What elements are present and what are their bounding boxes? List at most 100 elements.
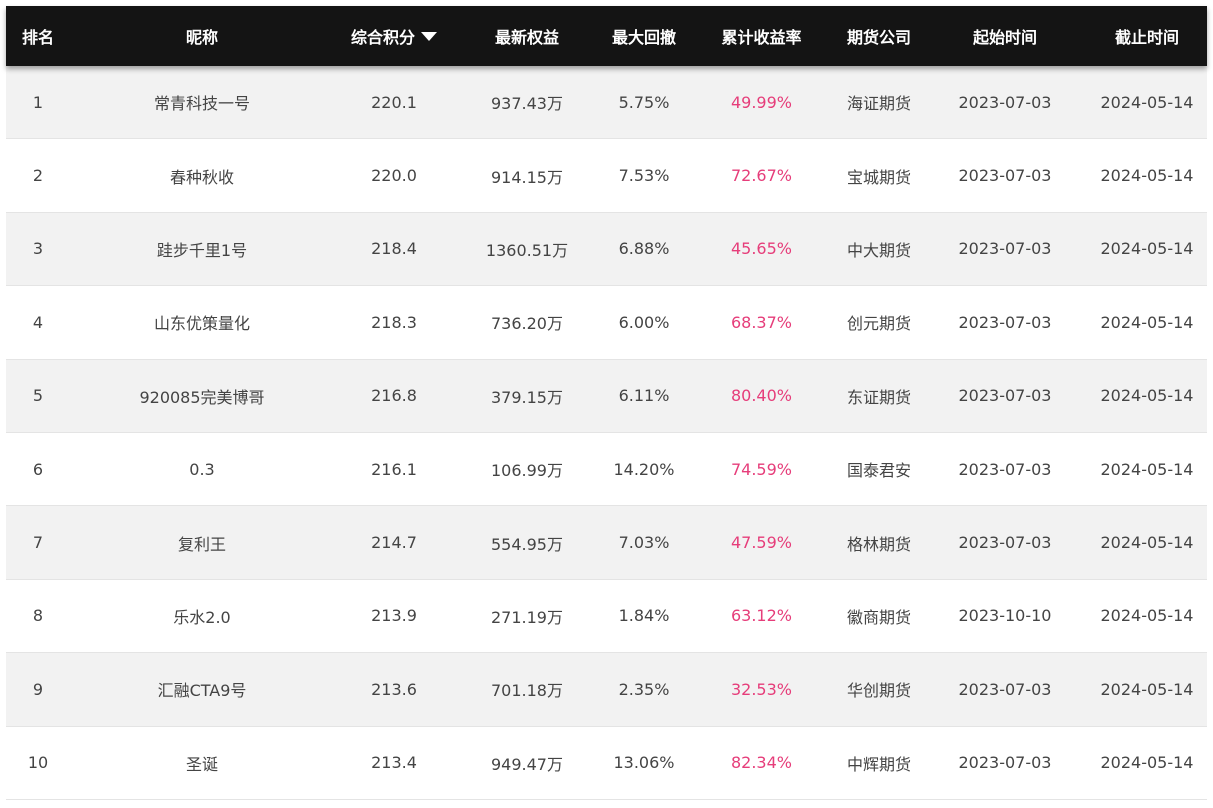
cell-start-date: 2023-07-03	[958, 92, 1052, 112]
cell-rank: 9	[32, 679, 44, 699]
cell-end-date: 2024-05-14	[1100, 239, 1194, 259]
cell-equity: 937.43万	[491, 94, 563, 114]
cell-end-date: 2024-05-14	[1100, 533, 1194, 553]
cell-rank: 5	[32, 386, 44, 406]
cell-end-date: 2024-05-14	[1100, 606, 1194, 626]
cell-equity: 554.95万	[491, 534, 563, 554]
header-return[interactable]: 累计收益率	[721, 28, 802, 47]
table-row[interactable]: 7 复利王 214.7 554.95万 7.03% 47.59% 格林期货 2023-07-0…	[6, 506, 1207, 580]
cell-return: 72.67%	[730, 166, 792, 186]
cell-end-date: 2024-05-14	[1100, 386, 1194, 406]
cell-return: 68.37%	[730, 312, 792, 332]
cell-score: 214.7	[371, 533, 417, 553]
cell-company: 东证期货	[846, 387, 911, 407]
table-body: 1 常青科技一号 220.1 937.43万 5.75% 49.99% 海证期货 2023-0…	[6, 66, 1207, 800]
cell-drawdown: 14.20%	[613, 459, 675, 479]
cell-company: 格林期货	[846, 534, 911, 554]
table-header: 排名 昵称 综合积分 最新权益 最大回撤 累计收益率 期货公司 起始时间 截止时…	[6, 6, 1207, 66]
cell-drawdown: 6.00%	[618, 312, 670, 332]
header-score[interactable]: 综合积分	[334, 24, 454, 48]
cell-start-date: 2023-07-03	[958, 312, 1052, 332]
cell-drawdown: 6.88%	[618, 239, 670, 259]
cell-company: 徽商期货	[846, 607, 911, 627]
cell-drawdown: 1.84%	[618, 606, 670, 626]
header-score-label: 综合积分	[350, 28, 415, 47]
cell-name: 春种秋收	[169, 167, 234, 187]
header-drawdown[interactable]: 最大回撤	[611, 28, 676, 47]
cell-equity: 106.99万	[491, 461, 563, 481]
table-row[interactable]: 10 圣诞 213.4 949.47万 13.06% 82.34% 中辉期货 2023-07-…	[6, 726, 1207, 800]
header-rank[interactable]: 排名	[21, 28, 54, 47]
cell-rank: 8	[32, 606, 44, 626]
cell-company: 创元期货	[846, 314, 911, 334]
cell-equity: 736.20万	[491, 314, 563, 334]
table-row[interactable]: 2 春种秋收 220.0 914.15万 7.53% 72.67% 宝城期货 2023-07-…	[6, 139, 1207, 213]
cell-name: 0.3	[189, 459, 215, 479]
cell-score: 218.3	[371, 312, 417, 332]
cell-name: 圣诞	[185, 754, 218, 774]
table-row[interactable]: 8 乐水2.0 213.9 271.19万 1.84% 63.12% 徽商期货 2023-10…	[6, 579, 1207, 654]
cell-end-date: 2024-05-14	[1100, 679, 1194, 699]
cell-return: 47.59%	[730, 533, 792, 553]
table-row[interactable]: 1 常青科技一号 220.1 937.43万 5.75% 49.99% 海证期货 2023-0…	[6, 66, 1207, 140]
ranking-table: 排名 昵称 综合积分 最新权益 最大回撤 累计收益率 期货公司 起始时间 截止时…	[6, 6, 1207, 800]
cell-drawdown: 13.06%	[613, 753, 675, 773]
table-row[interactable]: 4 山东优策量化 218.3 736.20万 6.00% 68.37% 创元期货 2023-0…	[6, 286, 1207, 360]
header-start[interactable]: 起始时间	[972, 28, 1037, 47]
cell-company: 国泰君安	[846, 461, 911, 481]
cell-name: 汇融CTA9号	[157, 681, 247, 701]
cell-start-date: 2023-07-03	[958, 459, 1052, 479]
cell-return: 82.34%	[730, 753, 792, 773]
cell-return: 63.12%	[730, 606, 792, 626]
sort-desc-icon[interactable]	[421, 32, 437, 41]
cell-end-date: 2024-05-14	[1100, 166, 1194, 186]
header-end[interactable]: 截止时间	[1114, 28, 1179, 47]
cell-score: 220.0	[371, 166, 417, 186]
cell-end-date: 2024-05-14	[1100, 753, 1194, 773]
cell-rank: 2	[32, 166, 44, 186]
header-name[interactable]: 昵称	[185, 28, 218, 47]
cell-name: 跬步千里1号	[156, 240, 248, 260]
cell-name: 复利王	[177, 534, 226, 554]
cell-company: 海证期货	[846, 94, 911, 114]
cell-name: 常青科技一号	[153, 94, 250, 114]
cell-equity: 379.15万	[491, 387, 563, 407]
table-row[interactable]: 5 920085完美博哥 216.8 379.15万 6.11% 80.40% 东证期货 20…	[6, 359, 1207, 433]
cell-equity: 914.15万	[491, 167, 563, 187]
cell-rank: 1	[32, 92, 44, 112]
cell-score: 213.9	[371, 606, 417, 626]
table-row[interactable]: 6 0.3 216.1 106.99万 14.20% 74.59% 国泰君安 2023-07-…	[6, 432, 1207, 507]
cell-company: 中大期货	[846, 240, 911, 260]
cell-score: 218.4	[371, 239, 417, 259]
cell-rank: 3	[32, 239, 44, 259]
cell-score: 213.4	[371, 753, 417, 773]
cell-equity: 271.19万	[491, 607, 563, 627]
header-company[interactable]: 期货公司	[846, 28, 911, 47]
cell-start-date: 2023-07-03	[958, 166, 1052, 186]
cell-equity: 949.47万	[491, 754, 563, 774]
cell-return: 49.99%	[730, 92, 792, 112]
cell-company: 宝城期货	[846, 167, 911, 187]
cell-end-date: 2024-05-14	[1100, 92, 1194, 112]
table-row[interactable]: 9 汇融CTA9号 213.6 701.18万 2.35% 32.53% 华创期货 2023-…	[6, 653, 1207, 727]
cell-score: 213.6	[371, 679, 417, 699]
cell-name: 山东优策量化	[153, 314, 250, 334]
cell-company: 华创期货	[846, 681, 911, 701]
cell-equity: 1360.51万	[485, 240, 569, 260]
cell-drawdown: 2.35%	[618, 679, 670, 699]
cell-return: 32.53%	[730, 679, 792, 699]
cell-score: 216.8	[371, 386, 417, 406]
cell-return: 45.65%	[730, 239, 792, 259]
table-row[interactable]: 3 跬步千里1号 218.4 1360.51万 6.88% 45.65% 中大期货 2023-…	[6, 212, 1207, 287]
cell-name: 920085完美博哥	[139, 387, 265, 407]
cell-equity: 701.18万	[491, 681, 563, 701]
cell-rank: 6	[32, 459, 44, 479]
cell-start-date: 2023-07-03	[958, 753, 1052, 773]
cell-end-date: 2024-05-14	[1100, 459, 1194, 479]
cell-end-date: 2024-05-14	[1100, 312, 1194, 332]
cell-drawdown: 6.11%	[618, 386, 670, 406]
cell-start-date: 2023-10-10	[958, 606, 1052, 626]
cell-return: 74.59%	[730, 459, 792, 479]
cell-start-date: 2023-07-03	[958, 679, 1052, 699]
header-equity[interactable]: 最新权益	[494, 28, 559, 47]
